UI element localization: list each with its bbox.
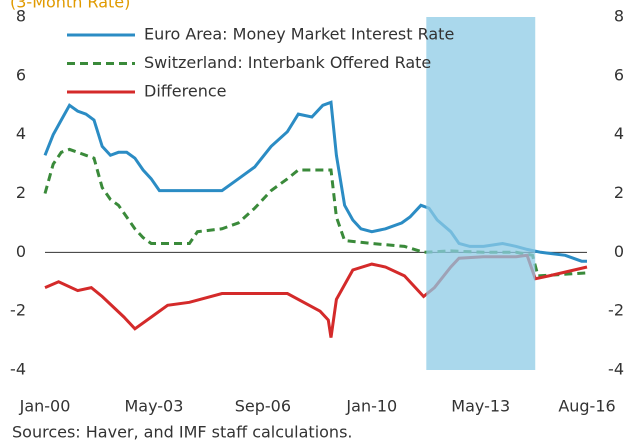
y2-tick-label: 6 — [614, 65, 624, 84]
y2-tick-label: 8 — [614, 7, 624, 26]
x-tick-label: Sep-06 — [235, 397, 291, 416]
x-tick-label: May-03 — [124, 397, 183, 416]
legend-label: Difference — [144, 82, 226, 101]
y-tick-label: -2 — [10, 301, 26, 320]
shaded-period — [426, 17, 536, 370]
y-tick-label: 2 — [16, 183, 26, 202]
series-line — [43, 147, 588, 278]
y2-tick-label: -4 — [608, 360, 624, 379]
y2-tick-label: -2 — [608, 301, 624, 320]
y-tick-label: 4 — [16, 124, 26, 143]
y-tick-label: 8 — [16, 7, 26, 26]
y-tick-label: 0 — [16, 242, 26, 261]
y-tick-label: 6 — [16, 65, 26, 84]
x-tick-label: Aug-16 — [558, 397, 615, 416]
y2-tick-label: 2 — [614, 183, 624, 202]
legend-label: Switzerland: Interbank Offered Rate — [144, 53, 431, 72]
x-tick-label: Jan-10 — [345, 397, 397, 416]
x-tick-label: May-13 — [451, 397, 510, 416]
y2-tick-label: 0 — [614, 242, 624, 261]
legend-label: Euro Area: Money Market Interest Rate — [144, 25, 454, 44]
chart-subtitle: (3-Month Rate) — [10, 0, 130, 12]
source-note: Sources: Haver, and IMF staff calculatio… — [12, 423, 353, 442]
x-tick-label: Jan-00 — [19, 397, 71, 416]
y2-tick-label: 4 — [614, 124, 624, 143]
y-tick-label: -4 — [10, 360, 26, 379]
